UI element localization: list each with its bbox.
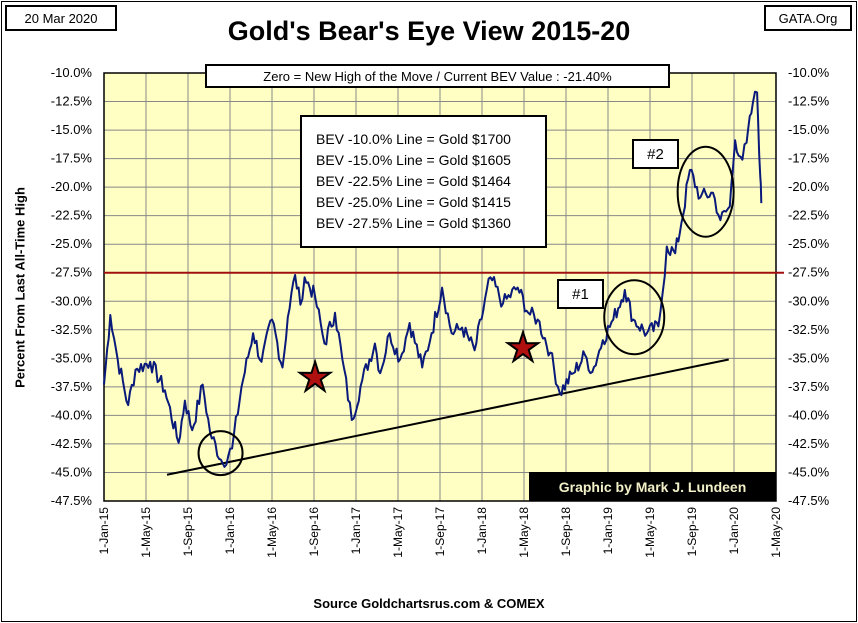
y-tick-label-right: -45.0% [788,464,830,479]
highlight-circle [197,430,244,477]
legend-item: BEV -22.5% Line = Gold $1464 [316,173,511,189]
y-tick-label-right: -20.0% [788,179,830,194]
y-axis-title: Percent From Last All-Time High [12,187,28,388]
site-box: GATA.Org [764,5,852,31]
x-tick-label: 1-Jan-17 [349,507,363,555]
y-tick-label-right: -27.5% [788,265,830,280]
y-tick-label-left: -32.5% [51,322,93,337]
x-tick-label: 1-Sep-16 [307,507,321,557]
y-tick-label-left: -35.0% [51,350,93,365]
y-tick-label-right: -47.5% [788,493,830,508]
y-tick-label-left: -17.5% [51,151,93,166]
x-tick-label: 1-Jan-15 [97,507,111,555]
y-tick-label-right: -30.0% [788,293,830,308]
label-1: #1 [557,279,604,309]
y-tick-label-left: -37.5% [51,379,93,394]
y-tick-label-right: -42.5% [788,436,830,451]
star-marker [296,358,334,394]
trendline [166,358,729,476]
x-tick-label: 1-Jan-18 [475,507,489,555]
x-tick-label: 1-Sep-15 [181,507,195,557]
credit-box: Graphic by Mark J. Lundeen [529,472,776,501]
y-tick-label-left: -22.5% [51,208,93,223]
x-tick-label: 1-Jan-16 [223,507,237,555]
y-tick-label-left: -40.0% [51,407,93,422]
y-tick-label-left: -42.5% [51,436,93,451]
y-tick-label-right: -15.0% [788,122,830,137]
x-tick-label: 1-May-15 [139,507,153,558]
y-tick-label-left: -27.5% [51,265,93,280]
y-tick-label-right: -32.5% [788,322,830,337]
y-tick-label-left: -20.0% [51,179,93,194]
y-tick-label-right: -35.0% [788,350,830,365]
x-tick-label: 1-Sep-17 [433,507,447,557]
y-tick-label-right: -25.0% [788,236,830,251]
y-tick-label-right: -12.5% [788,94,830,109]
y-tick-label-right: -10.0% [788,65,830,80]
bev-value-box: Zero = New High of the Move / Current BE… [205,64,670,88]
date-box: 20 Mar 2020 [5,5,117,31]
x-tick-label: 1-Jan-20 [727,507,741,555]
chart-title: Gold's Bear's Eye View 2015-20 [227,16,631,46]
x-tick-label: 1-Sep-19 [685,507,699,557]
y-tick-label-left: -10.0% [51,65,93,80]
y-tick-label-right: -37.5% [788,379,830,394]
source-text: Source Goldchartsrus.com & COMEX [313,596,545,611]
legend-box: BEV -10.0% Line = Gold $1700 BEV -15.0% … [300,115,547,248]
y-tick-label-left: -45.0% [51,464,93,479]
bev-series-line [103,90,763,468]
x-tick-label: 1-May-20 [769,507,783,558]
x-tick-label: 1-Sep-18 [559,507,573,557]
x-tick-label: 1-May-16 [265,507,279,558]
y-tick-label-left: -30.0% [51,293,93,308]
x-tick-label: 1-May-19 [643,507,657,558]
highlight-circle [603,279,666,356]
legend-item: BEV -25.0% Line = Gold $1415 [316,194,511,210]
y-tick-label-left: -12.5% [51,94,93,109]
x-tick-label: 1-Jan-19 [601,507,615,555]
highlight-circle [676,145,735,238]
y-tick-label-right: -22.5% [788,208,830,223]
legend-item: BEV -27.5% Line = Gold $1360 [316,215,511,231]
legend-item: BEV -15.0% Line = Gold $1605 [316,152,511,168]
y-tick-label-left: -15.0% [51,122,93,137]
x-tick-label: 1-May-18 [517,507,531,558]
y-tick-label-right: -17.5% [788,151,830,166]
y-tick-label-left: -25.0% [51,236,93,251]
legend-item: BEV -10.0% Line = Gold $1700 [316,131,511,147]
y-tick-label-left: -47.5% [51,493,93,508]
x-tick-label: 1-May-17 [391,507,405,558]
star-marker [504,328,542,364]
y-tick-label-right: -40.0% [788,407,830,422]
label-2: #2 [632,139,679,169]
